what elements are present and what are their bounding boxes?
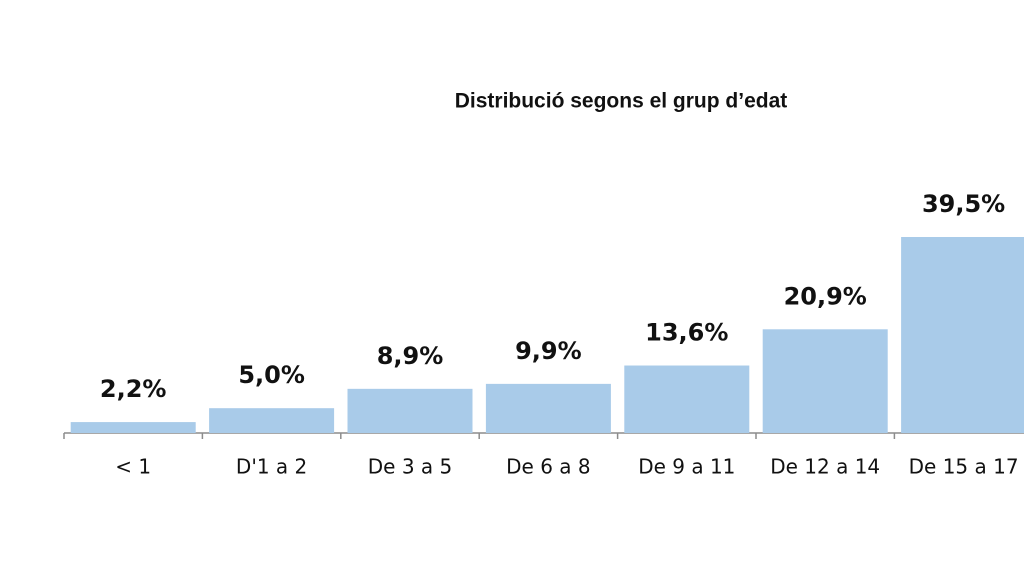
value-label: 20,9% <box>784 282 867 310</box>
value-label: 2,2% <box>100 375 167 403</box>
value-label: 8,9% <box>377 342 444 370</box>
x-tick-label: D'1 a 2 <box>236 455 307 479</box>
x-tick-label: De 6 a 8 <box>506 455 590 479</box>
bar <box>347 388 473 433</box>
value-label: 9,9% <box>515 337 582 365</box>
bar <box>624 365 750 433</box>
bar <box>485 383 611 433</box>
value-label: 13,6% <box>645 319 728 347</box>
x-tick-label: De 3 a 5 <box>368 455 452 479</box>
value-label: 5,0% <box>238 361 305 389</box>
value-label: 39,5% <box>922 190 1005 218</box>
x-tick-label: De 9 a 11 <box>638 455 735 479</box>
bar <box>762 329 888 433</box>
chart-title: Distribució segons el grup d’edat <box>455 90 788 113</box>
x-tick-label: De 12 a 14 <box>770 455 880 479</box>
bar <box>209 408 335 433</box>
bar <box>70 422 196 433</box>
bar <box>901 237 1024 433</box>
x-tick-label: < 1 <box>115 455 151 479</box>
x-tick-label: De 15 a 17 <box>909 455 1019 479</box>
